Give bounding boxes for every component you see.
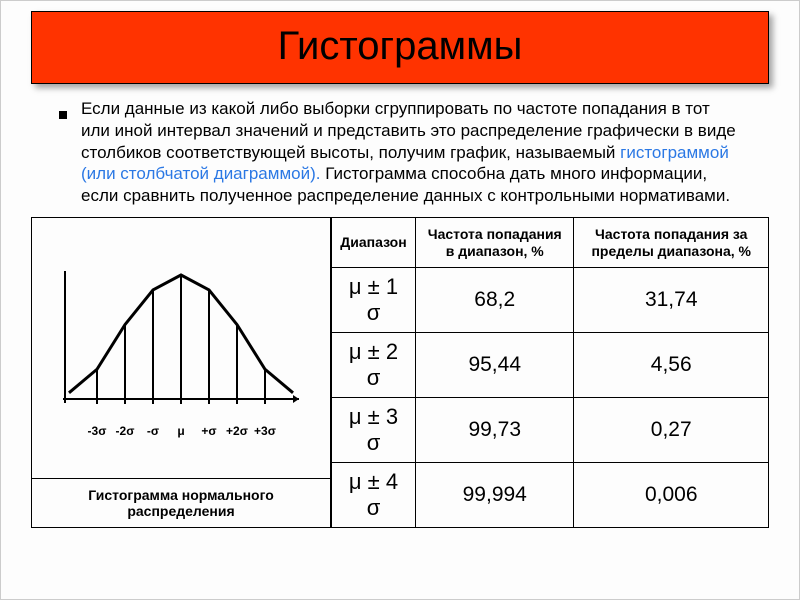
table-cell: 95,44 bbox=[416, 333, 574, 398]
table-header-cell: Диапазон bbox=[332, 217, 416, 268]
table-cell: 0,27 bbox=[574, 398, 769, 463]
curve-wrap: -3σ-2σ-σμ+σ+2σ+3σ bbox=[32, 218, 330, 480]
table-cell: μ ± 4 σ bbox=[332, 463, 416, 528]
x-tick-label: -3σ bbox=[83, 424, 111, 438]
table-cell: 0,006 bbox=[574, 463, 769, 528]
table-cell: 4,56 bbox=[574, 333, 769, 398]
x-tick-label: -σ bbox=[139, 424, 167, 438]
curve-caption: Гистограмма нормального распределения bbox=[32, 479, 330, 527]
x-tick-label: +3σ bbox=[251, 424, 279, 438]
x-tick-label: μ bbox=[167, 424, 195, 438]
x-tick-label: +2σ bbox=[223, 424, 251, 438]
bullet-icon bbox=[59, 111, 67, 119]
description-paragraph: Если данные из какой либо выборки сгрупп… bbox=[81, 98, 739, 207]
table-cell: 99,994 bbox=[416, 463, 574, 528]
table-row: μ ± 2 σ95,444,56 bbox=[332, 333, 769, 398]
sigma-table: ДиапазонЧастота попадания в диапазон, %Ч… bbox=[331, 217, 769, 529]
x-tick-label: -2σ bbox=[111, 424, 139, 438]
normal-curve-svg bbox=[51, 265, 311, 415]
slide-title: Гистограммы bbox=[32, 24, 768, 69]
table-cell: 99,73 bbox=[416, 398, 574, 463]
title-bar: Гистограммы bbox=[31, 11, 769, 84]
table-header-row: ДиапазонЧастота попадания в диапазон, %Ч… bbox=[332, 217, 769, 268]
table-header-cell: Частота попадания в диапазон, % bbox=[416, 217, 574, 268]
table-row: μ ± 1 σ68,231,74 bbox=[332, 268, 769, 333]
table-cell: μ ± 3 σ bbox=[332, 398, 416, 463]
lower-row: -3σ-2σ-σμ+σ+2σ+3σ Гистограмма нормальног… bbox=[31, 217, 769, 529]
table-cell: 68,2 bbox=[416, 268, 574, 333]
slide: Гистограммы Если данные из какой либо вы… bbox=[0, 0, 800, 600]
table-row: μ ± 3 σ99,730,27 bbox=[332, 398, 769, 463]
curve-column: -3σ-2σ-σμ+σ+2σ+3σ Гистограмма нормальног… bbox=[31, 217, 331, 529]
table-cell: 31,74 bbox=[574, 268, 769, 333]
curve-plot: -3σ-2σ-σμ+σ+2σ+3σ bbox=[51, 265, 311, 438]
table-header-cell: Частота попадания за пределы диапазона, … bbox=[574, 217, 769, 268]
table-body: μ ± 1 σ68,231,74μ ± 2 σ95,444,56μ ± 3 σ9… bbox=[332, 268, 769, 528]
x-tick-label: +σ bbox=[195, 424, 223, 438]
table-cell: μ ± 2 σ bbox=[332, 333, 416, 398]
table-cell: μ ± 1 σ bbox=[332, 268, 416, 333]
table-row: μ ± 4 σ99,9940,006 bbox=[332, 463, 769, 528]
x-axis-ticks: -3σ-2σ-σμ+σ+2σ+3σ bbox=[51, 424, 311, 438]
